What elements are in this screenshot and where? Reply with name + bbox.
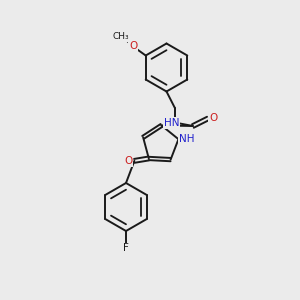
Text: O: O — [209, 113, 218, 124]
Text: F: F — [123, 243, 129, 254]
Text: NH: NH — [179, 134, 195, 144]
Text: O: O — [124, 156, 133, 166]
Text: O: O — [129, 41, 137, 52]
Text: CH₃: CH₃ — [113, 32, 129, 41]
Text: HN: HN — [164, 118, 180, 128]
